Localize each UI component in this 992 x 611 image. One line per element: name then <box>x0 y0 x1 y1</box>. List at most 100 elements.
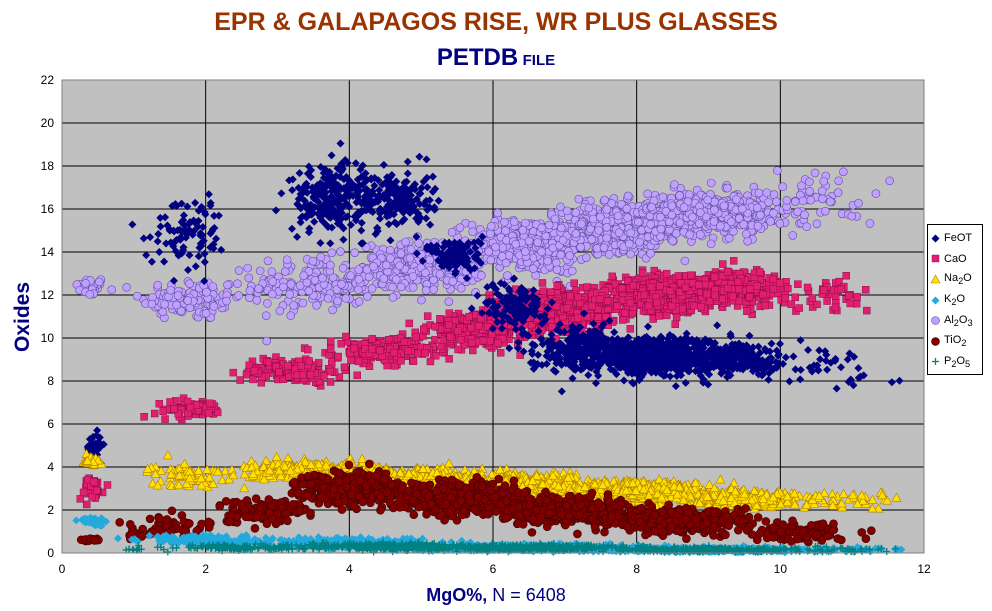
point-cao <box>538 279 547 287</box>
subtitle-small: FILE <box>522 52 556 69</box>
point-cao <box>445 321 453 329</box>
point-cao <box>439 336 447 344</box>
point-al2o3 <box>302 278 312 287</box>
point-al2o3 <box>537 247 546 257</box>
point-cao <box>690 301 698 310</box>
point-cao <box>496 349 505 357</box>
point-al2o3 <box>289 301 298 310</box>
point-cao <box>353 371 361 380</box>
point-al2o3 <box>341 294 351 303</box>
point-al2o3 <box>647 202 656 212</box>
point-al2o3 <box>769 190 779 199</box>
point-al2o3 <box>798 196 808 206</box>
point-cao <box>644 301 653 310</box>
point-cao <box>423 312 432 320</box>
point-al2o3 <box>396 282 406 292</box>
point-cao <box>753 282 761 290</box>
point-al2o3 <box>552 265 562 275</box>
point-al2o3 <box>354 275 364 284</box>
point-cao <box>655 312 663 320</box>
point-al2o3 <box>391 275 401 284</box>
point-cao <box>467 323 475 332</box>
point-al2o3 <box>337 279 346 289</box>
point-al2o3 <box>243 263 253 273</box>
point-al2o3 <box>298 298 308 308</box>
point-cao <box>629 281 638 290</box>
data-points <box>72 139 906 557</box>
point-cao <box>756 268 764 276</box>
point-al2o3 <box>753 221 763 231</box>
point-al2o3 <box>634 217 643 227</box>
point-al2o3 <box>201 308 211 318</box>
point-cao <box>170 405 178 413</box>
point-al2o3 <box>275 306 285 316</box>
point-al2o3 <box>604 250 614 259</box>
point-cao <box>735 296 744 305</box>
point-cao <box>671 320 679 328</box>
point-cao <box>743 307 751 315</box>
point-cao <box>376 346 384 355</box>
point-al2o3 <box>185 279 194 288</box>
point-al2o3 <box>685 230 695 240</box>
point-cao <box>667 302 676 311</box>
point-al2o3 <box>406 244 416 254</box>
point-al2o3 <box>671 229 681 238</box>
point-cao <box>759 290 767 299</box>
point-cao <box>594 305 603 313</box>
point-cao <box>587 302 596 310</box>
point-cao <box>151 409 159 418</box>
point-al2o3 <box>208 282 218 291</box>
point-cao <box>242 370 251 379</box>
point-cao <box>539 287 548 295</box>
point-al2o3 <box>723 183 732 193</box>
point-al2o3 <box>223 280 232 290</box>
point-al2o3 <box>694 219 704 228</box>
point-al2o3 <box>350 248 359 257</box>
point-cao <box>719 260 727 268</box>
point-al2o3 <box>521 218 530 228</box>
point-cao <box>761 301 769 310</box>
point-cao <box>621 308 629 317</box>
point-cao <box>79 488 88 497</box>
point-al2o3 <box>312 301 321 310</box>
point-al2o3 <box>396 249 406 258</box>
point-al2o3 <box>635 237 644 247</box>
point-al2o3 <box>670 180 679 189</box>
point-cao <box>787 300 796 308</box>
point-cao <box>808 294 817 302</box>
point-cao <box>204 409 213 417</box>
point-al2o3 <box>263 299 272 308</box>
point-al2o3 <box>637 225 646 235</box>
point-al2o3 <box>802 222 811 231</box>
point-cao <box>710 273 719 281</box>
point-cao <box>475 322 483 330</box>
point-cao <box>735 285 743 293</box>
point-al2o3 <box>524 236 534 246</box>
point-al2o3 <box>279 282 288 292</box>
point-al2o3 <box>369 262 378 271</box>
point-al2o3 <box>688 212 697 222</box>
point-cao <box>404 347 412 356</box>
point-al2o3 <box>764 198 773 207</box>
point-cao <box>723 284 732 293</box>
point-al2o3 <box>417 295 426 305</box>
point-al2o3 <box>456 283 466 293</box>
point-al2o3 <box>363 292 372 301</box>
point-al2o3 <box>85 290 95 299</box>
point-cao <box>166 398 174 406</box>
point-cao <box>83 500 91 509</box>
point-cao <box>397 357 405 365</box>
point-al2o3 <box>498 243 508 252</box>
point-al2o3 <box>381 260 391 270</box>
point-al2o3 <box>791 197 800 206</box>
point-cao <box>414 349 422 358</box>
point-al2o3 <box>408 272 418 281</box>
point-al2o3 <box>521 247 530 256</box>
point-al2o3 <box>421 286 431 295</box>
point-al2o3 <box>308 256 318 266</box>
point-cao <box>547 288 555 296</box>
point-al2o3 <box>775 219 785 228</box>
point-al2o3 <box>719 201 729 211</box>
point-cao <box>594 313 603 321</box>
point-al2o3 <box>871 189 881 198</box>
